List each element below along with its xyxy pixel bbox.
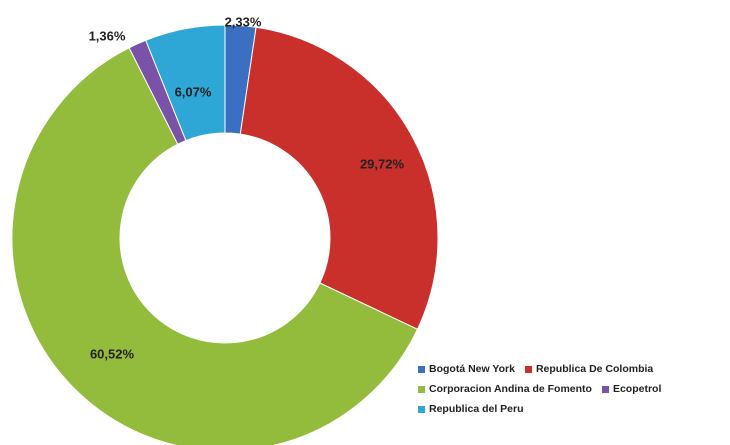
legend-item: Ecopetrol xyxy=(601,383,662,395)
legend-swatch xyxy=(418,385,425,393)
data-label-ecopetrol: 1,36% xyxy=(89,28,126,43)
legend-label: Bogotá New York xyxy=(429,363,515,375)
legend-item: Corporacion Andina de Fomento xyxy=(418,383,592,395)
legend-swatch xyxy=(601,385,609,393)
data-label-republica-de-colombia: 29,72% xyxy=(360,156,405,171)
slice-republica-de-colombia xyxy=(239,26,439,330)
legend-label: Ecopetrol xyxy=(612,383,662,395)
slice-republica-del-peru xyxy=(145,24,226,142)
legend-label: Corporacion Andina de Fomento xyxy=(429,383,592,395)
legend-item: Republica De Colombia xyxy=(524,363,654,375)
legend-label: Republica del Peru xyxy=(429,403,524,415)
legend-swatch xyxy=(418,365,425,373)
data-label-corporacion-andina-de-fomento: 60,52% xyxy=(90,346,135,361)
legend: Bogotá New York Republica De Colombia Corp… xyxy=(418,363,728,415)
legend-item: Bogotá New York xyxy=(418,363,515,375)
data-label-bogot-new-york: 2,33% xyxy=(225,14,262,29)
legend-swatch xyxy=(524,365,532,373)
legend-label: Republica De Colombia xyxy=(535,363,654,375)
data-label-republica-del-peru: 6,07% xyxy=(175,84,212,99)
legend-item: Republica del Peru xyxy=(418,403,524,415)
slice-corporacion-andina-de-fomento xyxy=(11,47,419,445)
legend-swatch xyxy=(418,405,425,413)
